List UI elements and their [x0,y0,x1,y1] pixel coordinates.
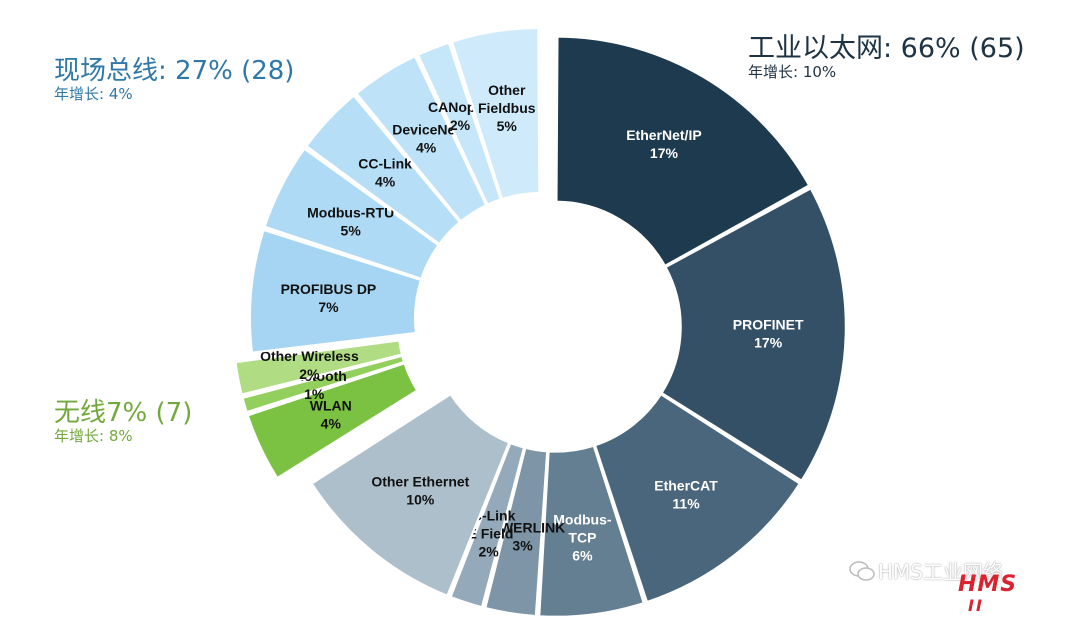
slice-bluetooth [241,354,406,414]
wireless-group-legend: 无线7% (7) 年增长: 8% [54,398,192,445]
watermark-text: HMS工业网络 [878,560,1003,584]
slice-other-ethernet [310,392,511,597]
slice-label: Other Ethernet 10% [371,473,469,507]
slice-label: Other Fieldbus 5% [478,82,536,134]
ethernet-group-title: 工业以太网: 66% (65) [748,33,1025,64]
ethernet-group-legend: 工业以太网: 66% (65) 年增长: 10% [748,34,1025,81]
slice-label: PROFINET 17% [733,316,804,350]
slice-other-fieldbus [450,26,541,201]
slice-canopen [416,41,502,206]
fieldbus-group-title: 现场总线: 27% (28) [54,56,295,86]
fieldbus-group-growth: 年增长: 4% [54,85,133,103]
slice-devicenet [355,55,488,223]
slice-label: CC-Link 4% [358,156,412,190]
slice-label: EtherNet/IP 17% [626,127,701,161]
slice-profibus-dp [249,228,423,354]
slice-label: Modbus-TCP 6% [553,511,612,563]
slice-cc-link [305,94,462,246]
hms-logo-bars: II [968,596,984,615]
slice-label: Other Wireless 2% [260,348,359,382]
slice-wlan [246,362,419,480]
fieldbus-group-legend: 现场总线: 27% (28) 年增长: 4% [54,56,294,103]
wechat-icon [849,561,875,581]
hms-logo: HMS [958,572,1018,597]
slice-cc-link-ie-field [449,441,526,609]
slice-label: EtherCAT 11% [654,478,718,512]
slice-ethercat [593,392,802,604]
slice-label: WLAN 4% [310,398,352,432]
slice-powerlink [484,446,549,618]
slice-modbus-rtu [263,147,440,280]
slice-other-wireless [234,339,404,396]
wireless-group-growth: 年增长: 8% [54,427,133,445]
slice-profinet [660,187,847,482]
slice-label: DeviceNet 4% [392,122,460,156]
slice-label: Modbus-RTU 5% [307,205,394,239]
wireless-group-title: 无线7% (7) [54,398,193,428]
slice-label: PROFIBUS DP 7% [281,281,377,315]
slice-ethernet-ip [555,35,811,268]
slice-modbus-tcp [538,444,645,618]
ethernet-group-growth: 年增长: 10% [748,63,837,81]
